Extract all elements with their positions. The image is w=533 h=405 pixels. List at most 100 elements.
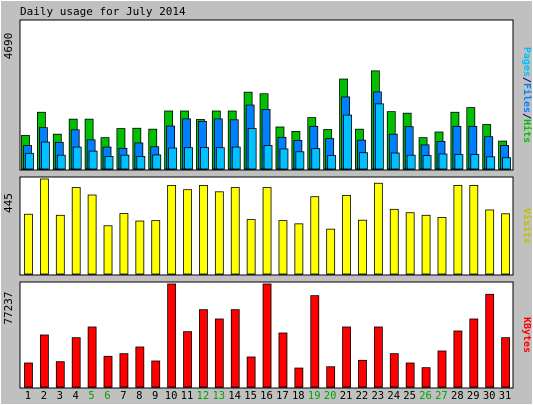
pages-bar [327,155,337,170]
day-label: 7 [120,390,126,402]
visits-bar [310,196,320,275]
hits-ymax-label: 4690 [2,33,15,60]
day-label: 2 [41,390,47,402]
kbytes-bar [262,283,272,388]
pages-bar [25,152,34,170]
pages-bar [422,155,432,170]
kbytes-bar [310,295,320,388]
kbytes-bar [87,326,97,388]
visits-bar [119,213,129,275]
visits-bar [246,219,256,275]
chart-title: Daily usage for July 2014 [20,5,186,18]
day-label: 13 [212,390,225,402]
pages-bar [120,154,130,170]
pages-bar [231,146,241,170]
pages-bar [470,154,480,170]
visits-legend-part: Visits [521,208,533,244]
day-label: 29 [467,390,480,402]
visits-bar [373,182,383,275]
kbytes-bar [119,353,129,388]
pages-files-hits-legend-part: / [521,77,532,83]
kbytes-bar [214,318,224,388]
day-label: 25 [403,390,416,402]
day-label: 15 [244,390,257,402]
day-label: 12 [197,390,210,402]
pages-bar [406,154,416,170]
visits-bar [294,223,304,275]
day-label: 24 [387,390,400,402]
visits-bar [453,185,463,275]
kbytes-bar [373,326,383,388]
pages-bar [41,141,50,170]
pages-files-hits-legend-part: / [521,113,532,119]
day-label: 26 [419,390,432,402]
visits-bar [230,187,240,275]
kbytes-bar [501,337,510,388]
pages-files-hits-legend: Pages/Files/Hits [521,47,533,143]
kbytes-bar [199,309,208,388]
kbytes-ymax-label: 77237 [2,291,15,324]
kbytes-bar [230,309,240,388]
visits-bar [214,191,224,275]
visits-bar [40,178,49,275]
day-label: 20 [324,390,337,402]
visits-bar [469,185,479,275]
pages-bar [152,154,162,170]
kbytes-bar [183,331,192,388]
kbytes-bar [405,362,415,388]
visits-bar [135,220,145,275]
day-label: 19 [308,390,321,402]
day-label: 6 [104,390,110,402]
x-axis-labels: 1 2 3 4 5 6 7 8 9 10 11 12 13 14 15 16 17 18 19 20 21 22 23 24 2… [25,390,512,402]
pages-bar [311,148,321,170]
pages-files-hits-legend-part: Pages [521,47,532,77]
visits-ymax-label: 445 [2,193,15,213]
visits-bar [326,228,336,275]
visits-bar [405,212,415,275]
visits-bar [199,185,208,275]
pages-bar [295,151,305,170]
day-label: 4 [72,390,78,402]
day-label: 28 [451,390,464,402]
day-label: 8 [136,390,142,402]
kbytes-bar [71,337,81,388]
kbytes-bar [294,367,304,388]
day-label: 5 [88,390,94,402]
day-label: 22 [356,390,369,402]
kbytes-bar [40,334,49,388]
pages-bar [136,156,146,170]
kbytes-bar [358,359,367,388]
visits-bar [278,220,288,275]
day-label: 30 [483,390,496,402]
visits-bar [389,208,399,275]
kbytes-legend: KBytes [521,317,532,353]
kbytes-bar [421,367,431,388]
kbytes-bar [326,366,336,388]
kbytes-bar [55,361,65,388]
day-label: 9 [152,390,158,402]
day-label: 31 [499,390,512,402]
day-label: 27 [435,390,448,402]
day-label: 23 [371,390,384,402]
visits-bar [183,189,192,275]
pages-bar [104,156,114,170]
visits-bar [71,187,81,275]
day-label: 17 [276,390,289,402]
pages-bar [247,128,257,170]
visits-bar [167,185,177,275]
visits-bar [151,220,161,275]
kbytes-bar [342,326,351,388]
pages-bar [486,156,496,170]
chart-panels: 4690 Pages/Files/Hits 445 Visits 77237 KBytes [2,19,533,389]
pages-bar [502,157,511,170]
pages-bar [72,146,82,170]
kbytes-bar [167,283,177,388]
day-label: 14 [228,390,241,402]
day-label: 18 [292,390,305,402]
visits-bar [358,219,367,275]
visits-legend: Visits [521,208,533,244]
day-label: 16 [260,390,273,402]
day-label: 10 [165,390,178,402]
pages-bar [374,103,384,170]
